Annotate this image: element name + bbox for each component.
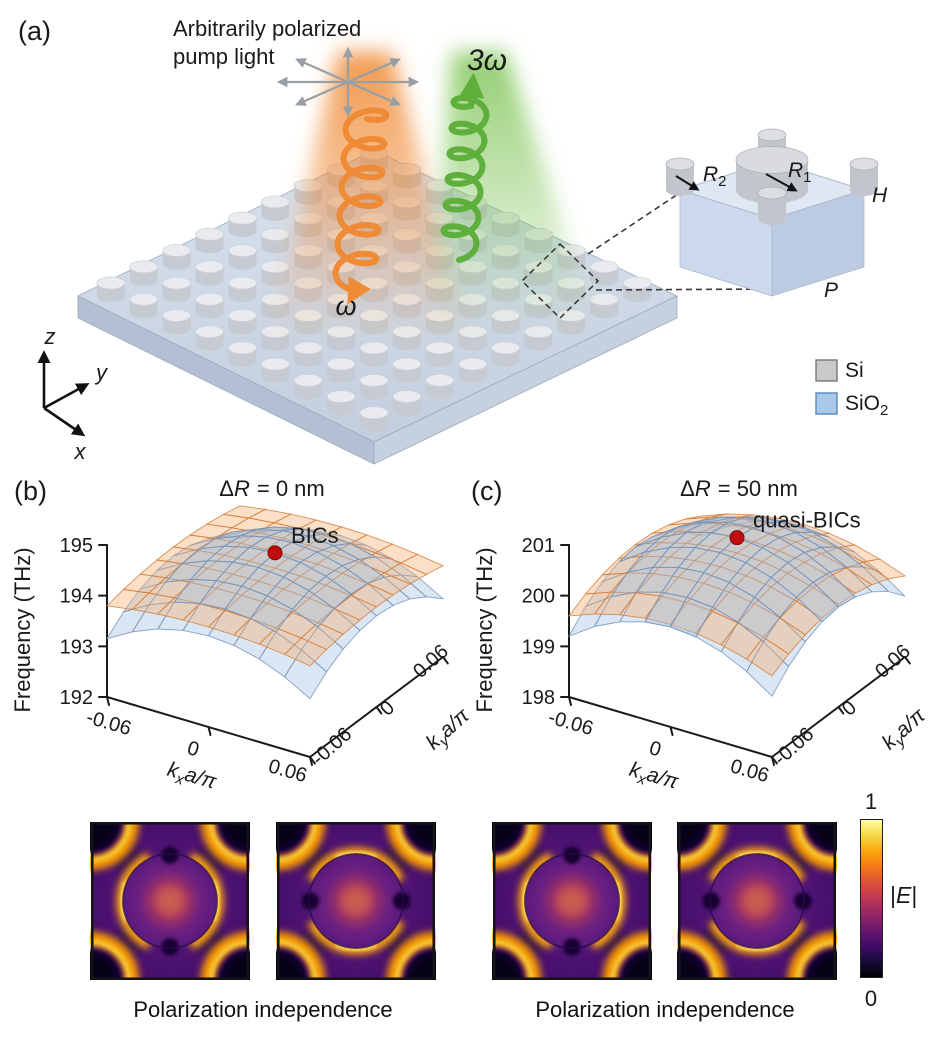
z-tick-label: 198 [522,687,555,709]
freq-axis-label-b: Frequency (THz) [10,547,35,712]
z-tick-label: 199 [522,636,555,658]
three-omega-label: 3ω [467,44,507,77]
dashed-diamond [520,242,600,320]
material-legend: Si SiO2 [815,359,888,419]
band-surface [164,526,386,633]
z-axis-label: z [44,324,56,349]
field-map-b-1 [42,773,298,1029]
colorbar-quantity-label: |E| [890,882,918,908]
sio2-label: SiO2 [845,392,888,419]
field-map-canvas [444,773,700,1029]
panel-b-title: ΔR = 0 nm [219,476,324,501]
band-structure-plots: (b) (c) ΔR = 0 nm ΔR = 50 nm Frequency (TH… [10,476,934,798]
r1-label: R1 [788,159,812,186]
field-map-canvas [228,773,484,1029]
colorbar-max-label: 1 [864,789,878,814]
height-label: H [872,184,888,207]
bic-marker [267,545,283,561]
coordinate-axes [37,350,90,437]
band-plot-c: 198199200201-0.0600.06-0.0600.06quasi-BI… [522,508,915,788]
unit-cell-inset: R2 R1 H P [665,128,888,302]
omega-label: ω [335,291,356,321]
caption-c: Polarization independence [535,997,795,1022]
colorbar-min-label: 0 [864,986,878,1011]
pump-light-label-line2: pump light [173,44,275,69]
field-map-c-2 [629,773,885,1029]
ky-axis-label-b: kya/π [422,703,478,757]
field-map-canvas [42,773,298,1029]
unit-cell-outline [520,193,771,320]
kx-tick-label: 0 [647,737,664,761]
period-label: P [824,279,838,302]
z-tick-label: 195 [60,535,93,557]
band-surface [610,516,865,643]
y-axis-arrow [43,383,90,410]
kx-tick-label: -0.06 [546,706,596,740]
z-tick-label: 200 [522,586,555,608]
kx-tick-label: 0.06 [728,755,771,787]
unit-cell-pillars [665,128,879,225]
sio2-swatch [815,392,838,415]
r2-label: R2 [703,163,727,190]
pump-light-label-line1: Arbitrarily polarized [173,16,361,41]
colorbar [860,819,883,978]
connector-line-bottom [595,288,771,291]
si-swatch [815,359,838,382]
z-tick-label: 193 [60,636,93,658]
panel-a-illustration: R2 R1 H P Si SiO2 z y x (a) Arbitrarily … [18,16,888,465]
x-axis-arrow [43,406,86,437]
field-map-canvas [629,773,885,1029]
field-map-c-1 [444,773,700,1029]
panel-a-label: (a) [18,16,51,46]
freq-axis-label-c: Frequency (THz) [472,547,497,712]
si-label: Si [845,359,864,382]
z-tick-label: 201 [522,535,555,557]
field-map-b-2 [228,773,484,1029]
connector-line-top [587,193,679,255]
bic-marker-label: BICs [291,523,339,548]
bic-marker-label: quasi-BICs [753,508,861,533]
kx-tick-label: 0 [185,737,202,761]
panel-c-title: ΔR = 50 nm [680,476,798,501]
ky-tick-label: -0.06 [308,723,357,770]
caption-b: Polarization independence [133,997,393,1022]
kx-axis-label-b: kxa/π [164,758,220,798]
ky-axis-label-c: kya/π [878,703,934,757]
pump-wave [332,107,390,305]
ky-tick-label: 0 [838,697,861,721]
panel-c-label: (c) [471,476,502,506]
bic-marker [729,530,745,546]
x-axis-label: x [74,439,87,464]
z-tick-label: 192 [60,687,93,709]
r2-arrow-icon [675,175,700,191]
harmonic-glow [430,52,596,330]
kx-axis-label-c: kxa/π [626,758,682,798]
kx-tick-label: 0.06 [266,755,309,787]
ky-tick-label: 0 [376,697,399,721]
kx-tick-label: -0.06 [84,706,134,740]
y-axis-label: y [94,360,109,385]
z-tick-label: 194 [60,586,93,608]
third-harmonic-wave [440,72,490,263]
polarization-star-icon [276,46,420,118]
r1-arrow-icon [765,173,798,192]
panel-b-label: (b) [14,476,47,506]
ky-tick-label: -0.06 [770,723,819,770]
